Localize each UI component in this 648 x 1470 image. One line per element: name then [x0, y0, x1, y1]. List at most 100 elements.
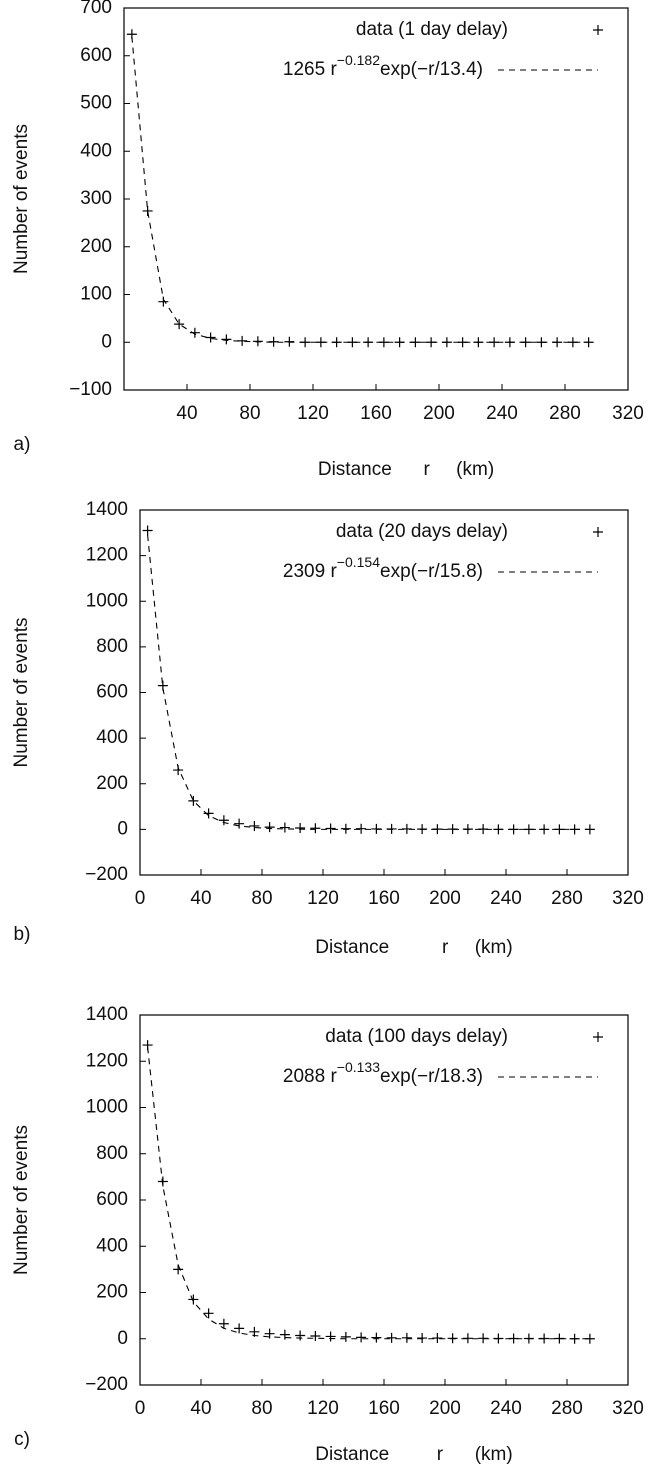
data-point [310, 823, 321, 834]
y-axis-label: Number of events [11, 124, 32, 274]
y-tick-label: 1400 [86, 1004, 128, 1025]
data-point [264, 1328, 275, 1339]
data-point [142, 525, 153, 536]
y-axis-label: Number of events [11, 618, 32, 768]
legend-label: data (20 days delay) [336, 521, 508, 542]
x-tick-label: 160 [360, 403, 392, 424]
y-tick-label: 200 [80, 236, 112, 257]
data-point [189, 327, 200, 338]
data-point [218, 815, 229, 826]
y-tick-label: 1400 [86, 499, 128, 520]
data-point [417, 1333, 428, 1344]
data-point [325, 1331, 336, 1342]
data-point [356, 1332, 367, 1343]
data-point [295, 1330, 306, 1341]
data-point [234, 1323, 245, 1334]
x-tick-label: 40 [190, 1398, 211, 1419]
x-tick-label: 320 [612, 888, 644, 909]
data-point [401, 1332, 412, 1343]
panel-label: c) [14, 1429, 30, 1450]
y-tick-label: 0 [101, 331, 112, 352]
x-tick-label: 280 [551, 888, 583, 909]
y-tick-label: 500 [80, 93, 112, 114]
legend-label-part: exp(−r/18.3) [380, 1066, 483, 1087]
legend-marker [593, 527, 603, 537]
x-tick-label: 320 [612, 403, 644, 424]
y-tick-label: 0 [117, 818, 128, 839]
x-tick-label: 240 [486, 403, 518, 424]
x-tick-label: 0 [135, 888, 146, 909]
legend-label: 1265 r−0.182exp(−r/13.4) [283, 52, 483, 80]
y-tick-label: 1000 [86, 1097, 128, 1118]
legend-label-part: exp(−r/15.8) [380, 561, 483, 582]
y-tick-label: 1000 [86, 590, 128, 611]
y-tick-label: 800 [96, 636, 128, 657]
x-tick-label: 160 [368, 888, 400, 909]
legend-label: 2088 r−0.133exp(−r/18.3) [283, 1059, 483, 1087]
y-tick-label: −200 [85, 864, 128, 885]
data-point [340, 823, 351, 834]
y-tick-label: 700 [80, 0, 112, 18]
data-point [234, 818, 245, 829]
legend-label-part: −0.133 [337, 1059, 380, 1075]
legend-label-part: −0.182 [337, 52, 380, 68]
y-tick-label: 0 [117, 1328, 128, 1349]
x-tick-label: 120 [307, 888, 339, 909]
x-tick-label: 160 [368, 1398, 400, 1419]
data-point [264, 822, 275, 833]
x-axis-label: Distance r (km) [315, 1444, 512, 1465]
legend-marker [593, 1032, 603, 1042]
x-tick-label: 80 [239, 403, 260, 424]
data-point [356, 823, 367, 834]
x-axis-label: Distance r (km) [315, 937, 512, 958]
legend-label: 2309 r−0.154exp(−r/15.8) [283, 554, 483, 582]
panel-label: a) [14, 434, 31, 455]
y-axis-label: Number of events [11, 1125, 32, 1275]
y-tick-label: −100 [69, 379, 112, 400]
fit-line [131, 36, 589, 343]
x-tick-label: 200 [429, 1398, 461, 1419]
y-tick-label: 300 [80, 188, 112, 209]
y-tick-label: 200 [96, 773, 128, 794]
x-tick-label: 200 [429, 888, 461, 909]
y-tick-label: 400 [96, 1235, 128, 1256]
y-tick-label: 600 [96, 1189, 128, 1210]
legend-label: data (100 days delay) [325, 1026, 508, 1047]
data-point [325, 823, 336, 834]
data-point [279, 1329, 290, 1340]
x-tick-label: 40 [176, 403, 197, 424]
data-point [340, 1331, 351, 1342]
data-point [386, 1332, 397, 1343]
y-tick-label: 400 [96, 727, 128, 748]
y-tick-label: 100 [80, 284, 112, 305]
data-point [371, 1332, 382, 1343]
data-point [188, 795, 199, 806]
panel-label: b) [14, 924, 31, 945]
x-tick-label: 280 [549, 403, 581, 424]
data-point [205, 332, 216, 343]
x-tick-label: 200 [423, 403, 455, 424]
y-tick-label: 600 [96, 682, 128, 703]
x-tick-label: 0 [135, 1398, 146, 1419]
x-tick-label: 320 [612, 1398, 644, 1419]
y-tick-label: −200 [85, 1374, 128, 1395]
x-tick-label: 240 [490, 888, 522, 909]
legend-label-part: 2088 r [283, 1066, 338, 1087]
legend-label-part: 2309 r [283, 561, 338, 582]
legend-label: data (1 day delay) [356, 19, 508, 40]
data-point [295, 823, 306, 834]
legend-label-part: exp(−r/13.4) [380, 59, 483, 80]
data-point [203, 808, 214, 819]
y-tick-label: 400 [80, 140, 112, 161]
legend-label-part: 1265 r [283, 59, 338, 80]
x-axis-label: Distance r (km) [318, 459, 494, 480]
data-point [188, 1294, 199, 1305]
x-tick-label: 40 [190, 888, 211, 909]
data-point [142, 205, 153, 216]
fit-line [147, 1047, 590, 1340]
y-tick-label: 600 [80, 45, 112, 66]
legend-label-part: −0.154 [337, 554, 380, 570]
data-point [310, 1330, 321, 1341]
x-tick-label: 120 [307, 1398, 339, 1419]
